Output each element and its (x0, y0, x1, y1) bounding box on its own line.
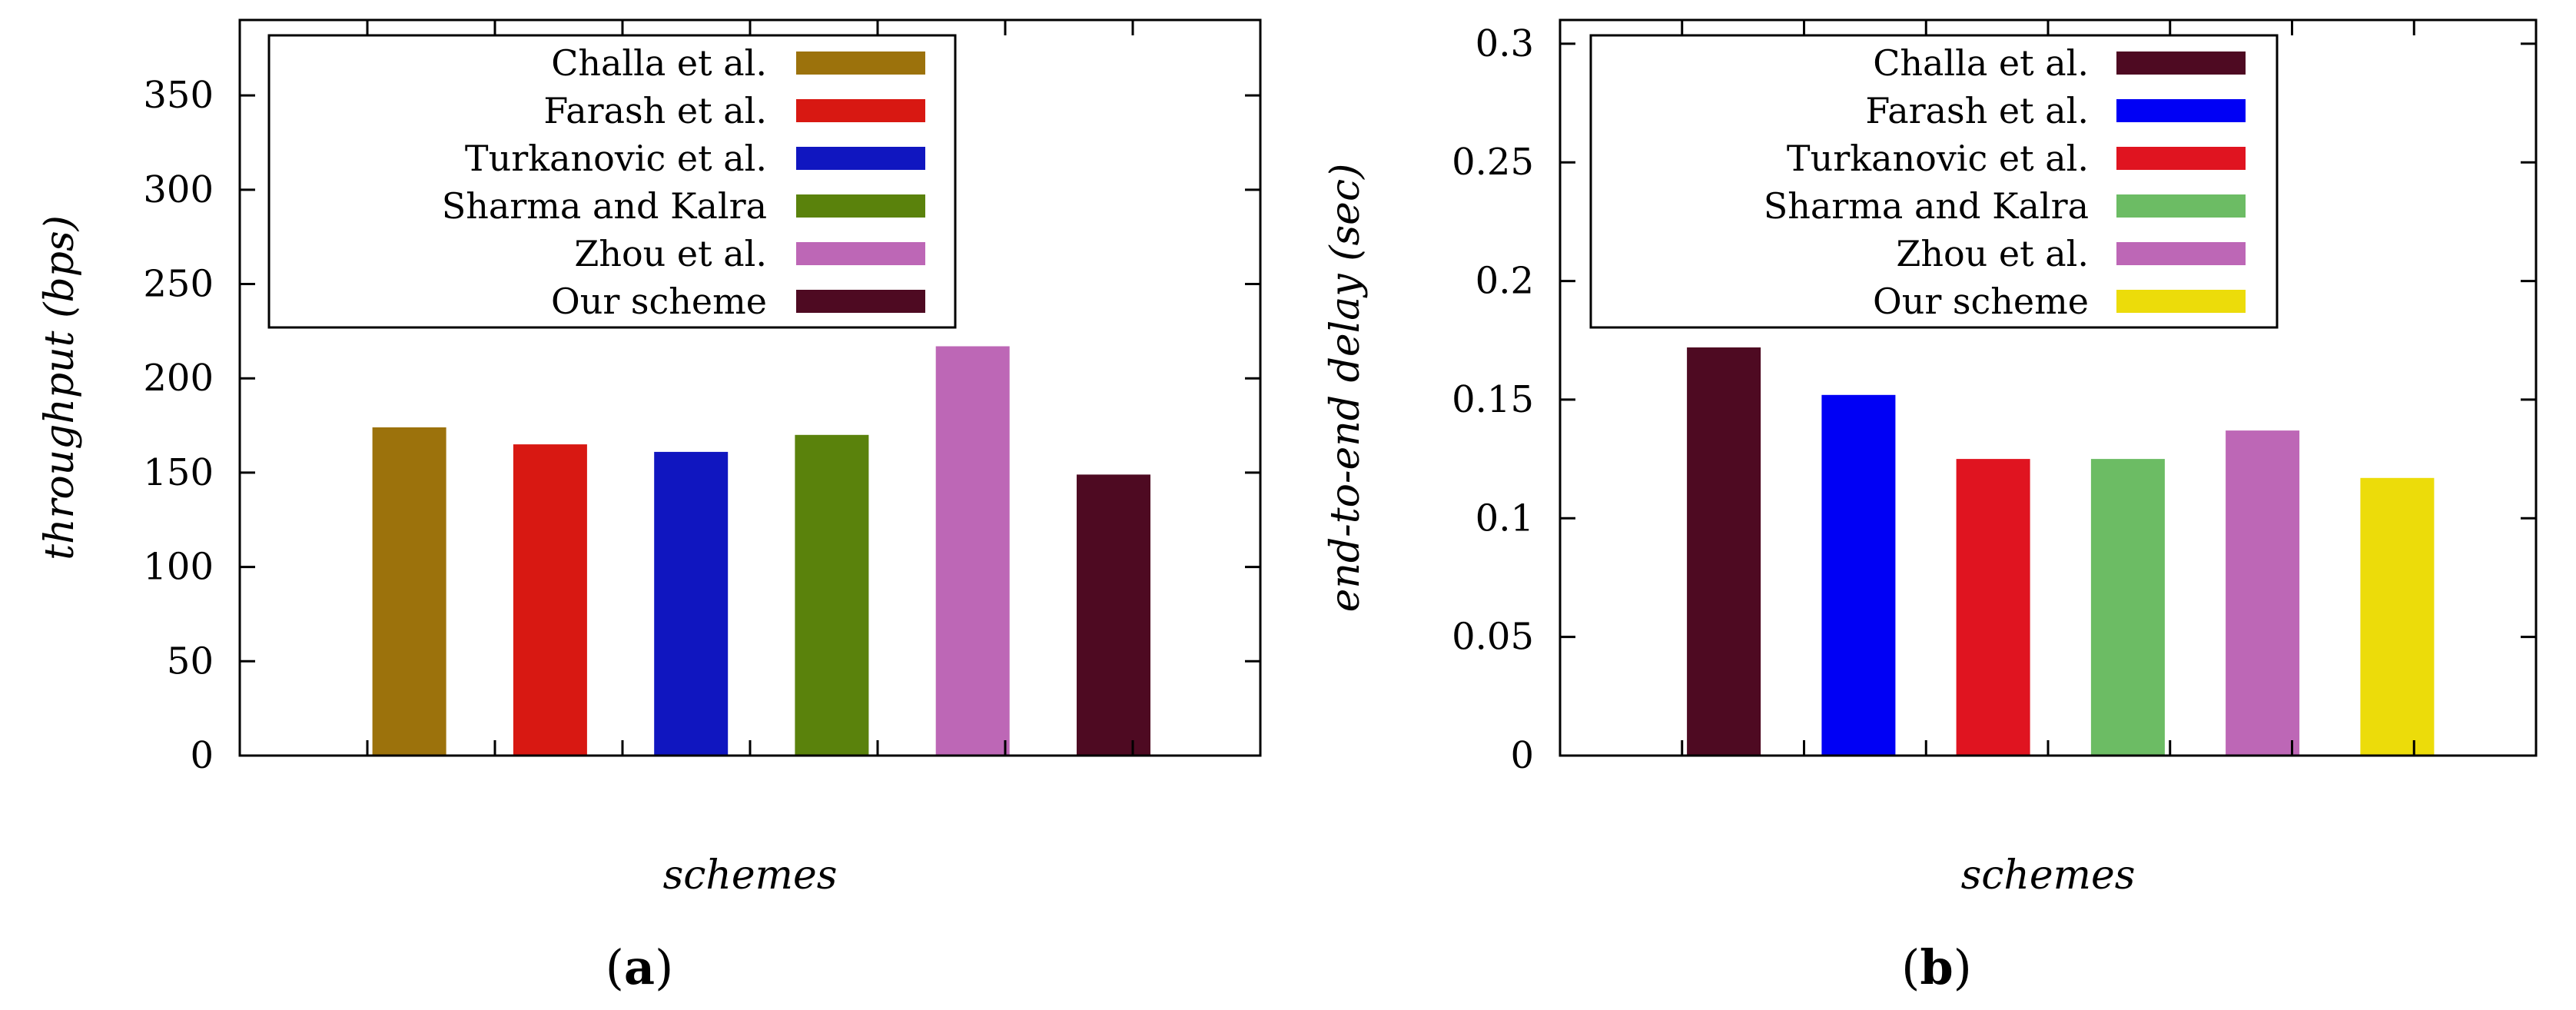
legend-swatch (796, 290, 925, 313)
chart-throughput: 0 50 100 150 200 250 300 350 Challa et al. Farash… (37, 18, 1262, 995)
legend-swatch (796, 51, 925, 75)
y-tick-label: 0 (190, 734, 214, 777)
legend-label: Challa et al. (1873, 42, 2089, 84)
y-axis-title: end-to-end delay (sec) (1323, 164, 1369, 613)
y-tick-label: 250 (143, 263, 214, 306)
legend-label: Zhou et al. (1896, 233, 2089, 274)
legend-swatch (2116, 147, 2246, 170)
bar-zhou-et-al (935, 346, 1010, 756)
x-axis-title: schemes (663, 852, 838, 899)
legend-label: Our scheme (1873, 281, 2089, 322)
bar-sharma-and-kalra (795, 434, 869, 756)
legend-label: Turkanovic et al. (1787, 138, 2089, 179)
legend-swatch (796, 194, 925, 218)
y-tick-label: 0.3 (1476, 22, 1534, 65)
bar-turkanovic-et-al (1956, 459, 2030, 756)
legend-swatch (2116, 51, 2246, 75)
legend-swatch (796, 99, 925, 122)
legend-swatch (2116, 99, 2246, 122)
legend-label: Zhou et al. (574, 233, 767, 274)
legend-label: Farash et al. (1865, 90, 2089, 131)
y-tick-label: 0.2 (1476, 260, 1534, 303)
y-tick-label: 150 (143, 451, 214, 494)
y-tick-label: 100 (143, 546, 214, 589)
y-tick-label: 50 (167, 640, 214, 683)
bar-our-scheme (2360, 477, 2435, 756)
legend-swatch (2116, 290, 2246, 313)
legend-label: Sharma and Kalra (1764, 185, 2089, 227)
bar-turkanovic-et-al (654, 451, 729, 756)
y-axis-title: throughput (bps) (37, 215, 83, 560)
legend-box (267, 34, 957, 329)
y-tick-label: 0 (1510, 734, 1534, 777)
legend-label: Farash et al. (543, 90, 767, 131)
y-tick-label: 300 (143, 168, 214, 211)
legend-label: Turkanovic et al. (465, 138, 767, 179)
legend-swatch (796, 242, 925, 265)
bar-farash-et-al (513, 444, 587, 756)
panel-caption: (b) (1901, 939, 1972, 995)
legend-box (1589, 34, 2279, 329)
legend-swatch (796, 147, 925, 170)
x-axis-title: schemes (1961, 852, 2136, 899)
bar-our-scheme (1077, 474, 1150, 756)
bar-challa-et-al (1687, 347, 1761, 756)
bar-sharma-and-kalra (2090, 459, 2165, 756)
bar-zhou-et-al (2226, 430, 2300, 756)
panel-caption: (a) (606, 939, 674, 995)
y-tick-label: 0.1 (1476, 497, 1534, 540)
bar-farash-et-al (1821, 394, 1896, 756)
caption-letter: a (624, 939, 655, 995)
legend-swatch (2116, 242, 2246, 265)
y-tick-label: 350 (143, 74, 214, 117)
caption-close: ) (1954, 939, 1972, 995)
y-tick-label: 0.25 (1452, 141, 1534, 184)
caption-close: ) (655, 939, 673, 995)
y-tick-label: 0.05 (1452, 616, 1534, 659)
legend-label: Our scheme (551, 281, 767, 322)
legend-swatch (2116, 194, 2246, 218)
y-tick-label: 200 (143, 357, 214, 400)
y-tick-label: 0.15 (1452, 378, 1534, 421)
legend-label: Sharma and Kalra (442, 185, 767, 227)
chart-end-to-end-delay: 0 0.05 0.1 0.15 0.2 0.25 0.3 Challa et al. Faras… (1323, 18, 2538, 995)
caption-letter: b (1920, 939, 1953, 995)
caption-open: ( (606, 939, 624, 995)
caption-open: ( (1901, 939, 1920, 995)
bar-challa-et-al (372, 427, 446, 756)
legend-label: Challa et al. (551, 42, 767, 84)
